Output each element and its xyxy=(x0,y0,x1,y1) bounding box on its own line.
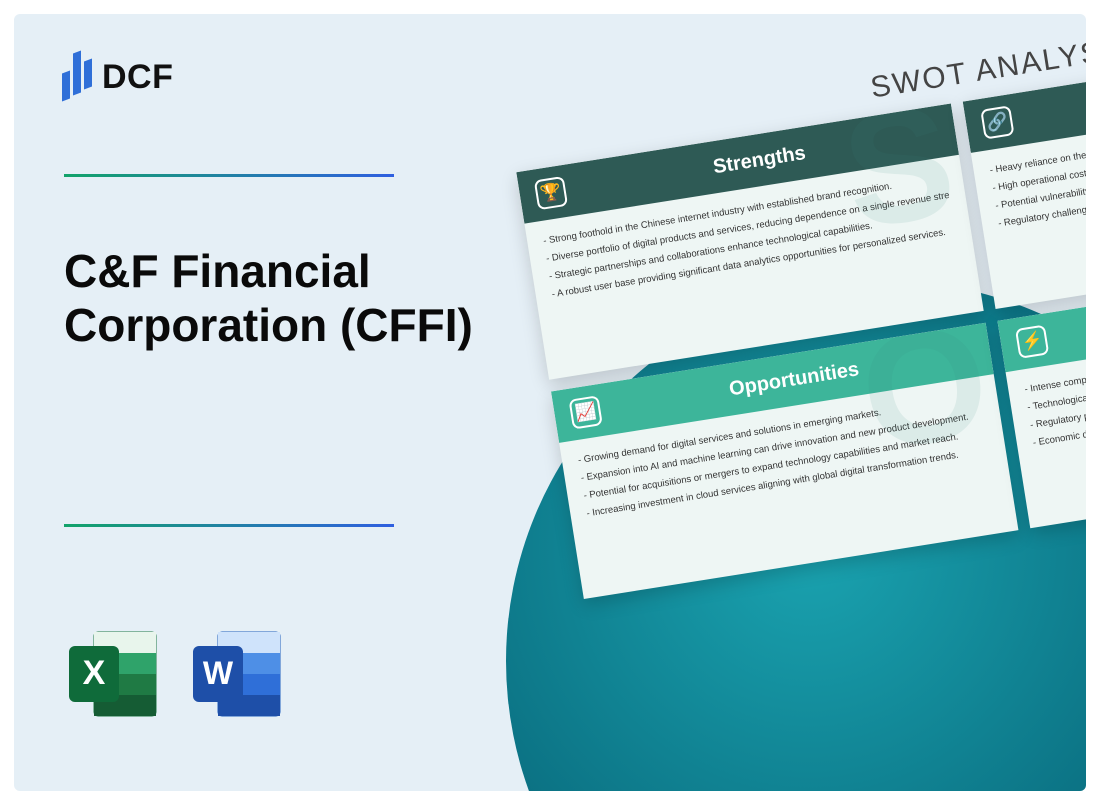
logo-text: DCF xyxy=(102,58,173,97)
link-icon: 🔗 xyxy=(980,105,1014,139)
swot-panel: SWOT ANALYSIS 🏆 Strengths S - Strong foo… xyxy=(509,26,1086,643)
excel-icon: X xyxy=(64,624,164,724)
word-icon: W xyxy=(188,624,288,724)
divider-bottom xyxy=(64,524,394,527)
trophy-icon: 🏆 xyxy=(534,176,568,210)
card-container: DCF C&F Financial Corporation (CFFI) X xyxy=(14,14,1086,791)
logo-bars-icon xyxy=(62,54,92,100)
chart-icon: 📈 xyxy=(569,395,603,429)
svg-text:X: X xyxy=(83,654,106,692)
app-icons: X W xyxy=(64,624,288,724)
swot-weaknesses: 🔗 - Heavy reliance on the domestic - Hig… xyxy=(963,70,1086,309)
divider-top xyxy=(64,174,394,177)
logo: DCF xyxy=(62,54,173,100)
storm-icon: ⚡ xyxy=(1015,325,1049,359)
page-title: C&F Financial Corporation (CFFI) xyxy=(64,244,484,353)
svg-text:W: W xyxy=(203,655,234,691)
